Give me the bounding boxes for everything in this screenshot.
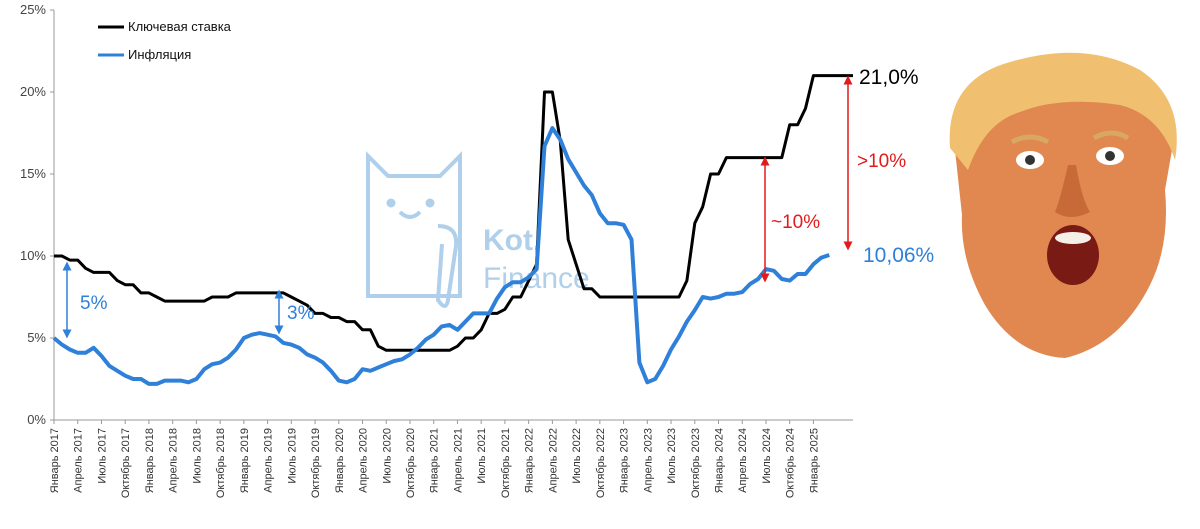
gap-label-2024: ~10% — [771, 212, 820, 233]
x-tick-label: Июль 2021 — [476, 428, 488, 484]
x-tick-label: Июль 2020 — [381, 428, 393, 484]
x-tick-label: Апрель 2020 — [358, 428, 370, 493]
y-tick-label: 0% — [27, 412, 46, 427]
x-tick-label: Октябрь 2019 — [310, 428, 322, 498]
axes — [53, 10, 853, 421]
legend: Ключевая ставка Инфляция — [98, 19, 232, 62]
x-tick-label: Апрель 2024 — [737, 428, 749, 493]
x-tick-label: Июль 2017 — [96, 428, 108, 484]
annotations: 5% 3% ~10% >10% — [62, 75, 906, 339]
cat-icon — [366, 151, 462, 308]
x-tick-label: Октябрь 2021 — [500, 428, 512, 498]
series-line-inflation — [52, 126, 830, 386]
surprised-face-icon — [949, 52, 1177, 358]
x-tick-label: Октябрь 2017 — [120, 428, 132, 498]
y-tick-label: 25% — [20, 2, 46, 17]
kot-finance-watermark: Kot. Finance — [366, 151, 590, 308]
x-tick-label: Июль 2019 — [286, 428, 298, 484]
series-line-key-rate — [54, 74, 853, 352]
x-tick-label: Июль 2024 — [761, 428, 773, 484]
x-tick-label: Апрель 2019 — [263, 428, 275, 493]
x-axis-ticks: Январь 2017 Апрель 2017 Июль 2017 Октябрь 2… — [49, 420, 820, 498]
x-tick-label: Апрель 2021 — [452, 428, 464, 493]
end-label-rate: 21,0% — [859, 66, 919, 89]
watermark-line1: Kot. — [483, 224, 541, 257]
x-tick-label: Январь 2019 — [239, 428, 251, 493]
series-lines — [52, 74, 853, 386]
legend-label-inflation: Инфляция — [128, 47, 191, 62]
legend-label-rate: Ключевая ставка — [128, 19, 232, 34]
gap-label-2025: >10% — [857, 151, 906, 172]
x-tick-label: Июль 2022 — [571, 428, 583, 484]
x-tick-label: Октябрь 2022 — [595, 428, 607, 498]
x-tick-label: Январь 2023 — [619, 428, 631, 493]
x-tick-label: Апрель 2018 — [168, 428, 180, 493]
y-axis-ticks: 0% 5% 10% 15% 20% 25% — [20, 2, 54, 427]
x-tick-label: Январь 2025 — [808, 428, 820, 493]
x-tick-label: Октябрь 2023 — [690, 428, 702, 498]
y-tick-label: 5% — [27, 330, 46, 345]
x-tick-label: Январь 2018 — [144, 428, 156, 493]
y-tick-label: 20% — [20, 84, 46, 99]
x-tick-label: Июль 2018 — [191, 428, 203, 484]
x-tick-label: Январь 2017 — [49, 428, 61, 493]
x-tick-label: Октябрь 2018 — [215, 428, 227, 498]
x-tick-label: Апрель 2017 — [73, 428, 85, 493]
gap-label-2017: 5% — [80, 293, 108, 314]
x-tick-label: Апрель 2023 — [642, 428, 654, 493]
x-tick-label: Январь 2020 — [334, 428, 346, 493]
gap-label-2019: 3% — [287, 303, 315, 324]
x-tick-label: Апрель 2022 — [547, 428, 559, 493]
y-tick-label: 10% — [20, 248, 46, 263]
x-tick-label: Январь 2021 — [429, 428, 441, 493]
x-tick-label: Июль 2023 — [666, 428, 678, 484]
y-tick-label: 15% — [20, 166, 46, 181]
end-label-inflation: 10,06% — [863, 244, 934, 267]
x-tick-label: Январь 2022 — [524, 428, 536, 493]
x-tick-label: Январь 2024 — [714, 428, 726, 493]
x-tick-label: Октябрь 2024 — [785, 428, 797, 498]
x-tick-label: Октябрь 2020 — [405, 428, 417, 498]
